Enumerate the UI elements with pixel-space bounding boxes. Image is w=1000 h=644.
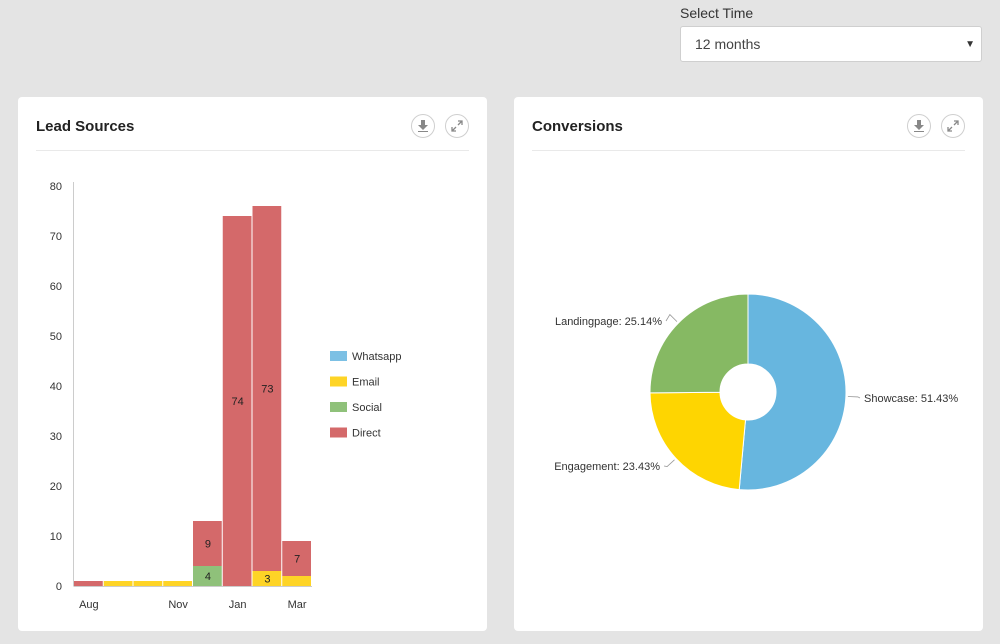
bar-direct-aug <box>74 581 103 586</box>
slice-label: Showcase: 51.43% <box>864 393 958 405</box>
slice-connector <box>663 459 675 467</box>
slice-engagement <box>649 391 747 491</box>
y-tick-label: 80 <box>50 181 62 193</box>
time-select[interactable]: 12 months ▼ <box>680 26 982 62</box>
legend-label: Direct <box>352 428 381 440</box>
time-select-value: 12 months <box>695 36 761 52</box>
lead-sources-actions <box>411 114 469 138</box>
lead-sources-card: Lead Sources 0 10 20 30 40 50 60 70 80 4 9 74 3 73 7 Au… <box>18 97 487 631</box>
conversions-header: Conversions <box>532 97 965 151</box>
conversions-card: Conversions Showcase: 51.43% Engagement: … <box>514 97 983 631</box>
bar-email-feb <box>252 571 282 586</box>
legend-swatch-email <box>330 376 347 387</box>
y-tick-label: 20 <box>50 481 62 493</box>
slice-connector <box>847 396 861 399</box>
lead-sources-chart: 0 10 20 30 40 50 60 70 80 4 9 74 3 73 7 Aug Nov Jan Mar Wha… <box>50 181 402 611</box>
bar-data-label: 9 <box>205 539 211 551</box>
conv-download-button[interactable] <box>907 114 931 138</box>
conversions-chart: Showcase: 51.43% Engagement: 23.43% Landin… <box>554 293 958 491</box>
lead-expand-button[interactable] <box>445 114 469 138</box>
x-tick-label: Jan <box>229 599 247 611</box>
bar-email-mar <box>282 576 311 586</box>
y-tick-label: 30 <box>50 431 62 443</box>
bar-data-label: 3 <box>264 574 270 586</box>
x-tick-label: Mar <box>288 599 307 611</box>
bar-social-dec <box>193 566 222 586</box>
bar-email-sep <box>103 581 133 586</box>
bar-data-label: 4 <box>205 571 211 583</box>
legend-swatch-direct <box>330 427 347 438</box>
download-icon <box>914 120 924 132</box>
slice-label: Engagement: 23.43% <box>554 461 660 473</box>
bar-direct-dec <box>193 521 222 566</box>
y-tick-label: 0 <box>56 581 62 593</box>
slice-connector <box>665 313 678 322</box>
expand-icon <box>451 120 463 132</box>
legend-swatch-whatsapp <box>330 351 347 361</box>
conversions-actions <box>907 114 965 138</box>
y-tick-label: 70 <box>50 231 62 243</box>
download-icon <box>418 120 428 132</box>
bar-direct-jan <box>222 216 252 586</box>
legend-label: Email <box>352 377 380 389</box>
bar-direct-feb <box>252 206 282 571</box>
expand-icon <box>947 120 959 132</box>
conv-expand-button[interactable] <box>941 114 965 138</box>
y-tick-label: 50 <box>50 331 62 343</box>
legend-label: Whatsapp <box>352 351 402 363</box>
legend-label: Social <box>352 402 382 414</box>
legend-swatch-social <box>330 402 347 412</box>
conversions-title: Conversions <box>532 118 623 135</box>
bar-email-nov <box>163 581 192 586</box>
bar-direct-mar <box>282 541 311 576</box>
bar-data-label: 7 <box>294 554 300 566</box>
lead-sources-header: Lead Sources <box>36 97 469 151</box>
slice-landingpage <box>649 293 749 394</box>
lead-download-button[interactable] <box>411 114 435 138</box>
time-filter: Select Time 12 months ▼ <box>680 5 982 62</box>
x-tick-label: Nov <box>168 599 188 611</box>
y-tick-label: 10 <box>50 531 62 543</box>
lead-sources-title: Lead Sources <box>36 118 135 135</box>
bar-data-label: 74 <box>232 396 244 408</box>
slice-label: Landingpage: 25.14% <box>555 316 662 328</box>
bar-email-oct <box>133 581 163 586</box>
slice-showcase <box>738 293 847 491</box>
chevron-down-icon: ▼ <box>965 38 975 50</box>
y-tick-label: 60 <box>50 281 62 293</box>
y-tick-label: 40 <box>50 381 62 393</box>
x-tick-label: Aug <box>79 599 99 611</box>
time-filter-label: Select Time <box>680 5 754 21</box>
bar-data-label: 73 <box>261 384 273 396</box>
